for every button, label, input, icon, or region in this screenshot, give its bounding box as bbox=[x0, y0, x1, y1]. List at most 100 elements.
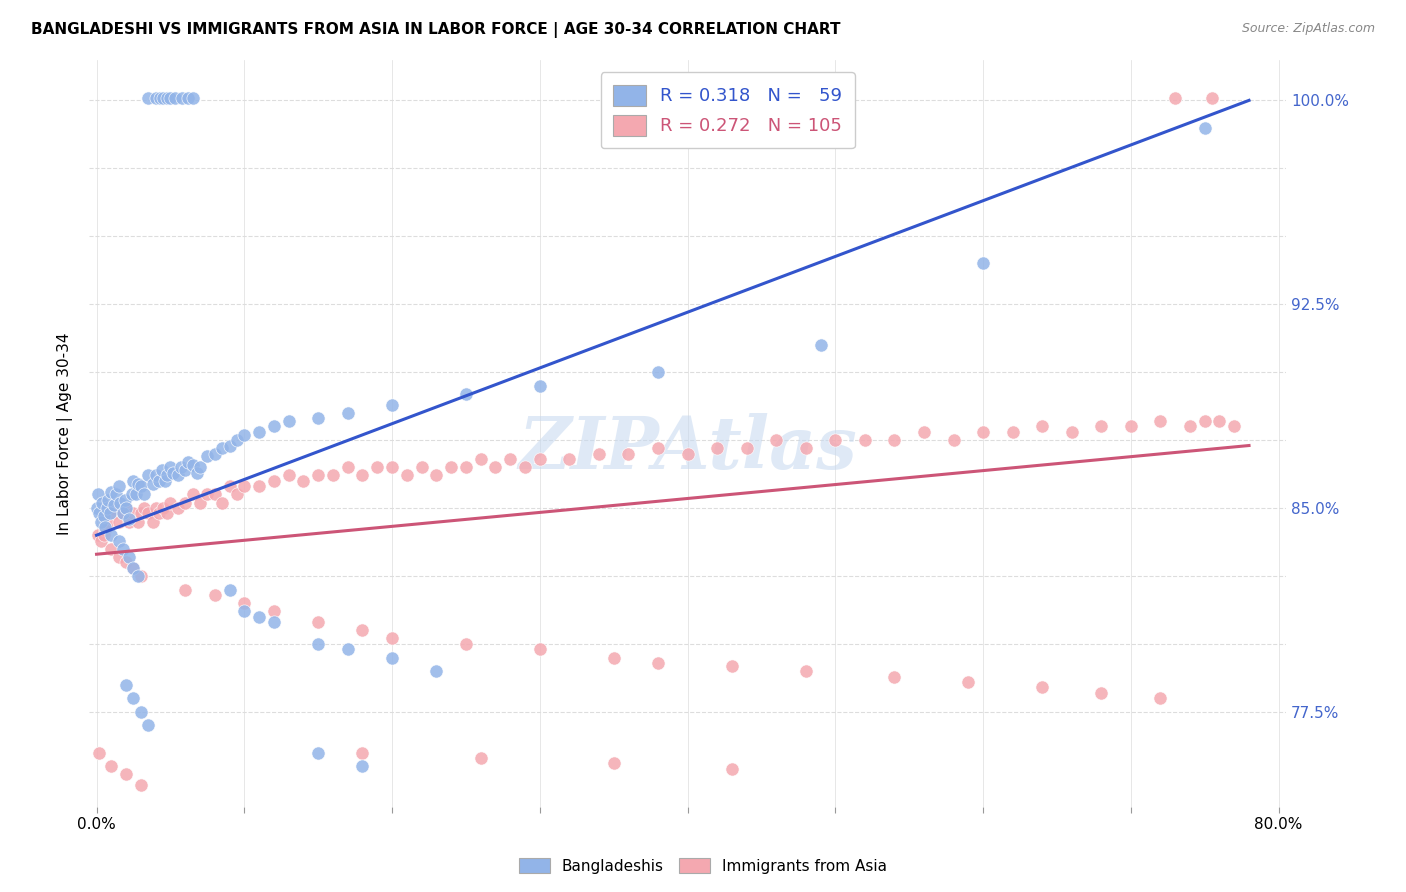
Text: ZIPAtlas: ZIPAtlas bbox=[519, 413, 856, 483]
Point bbox=[115, 678, 138, 692]
Point bbox=[129, 569, 152, 583]
Text: Source: ZipAtlas.com: Source: ZipAtlas.com bbox=[1241, 22, 1375, 36]
Point bbox=[912, 425, 935, 439]
Point bbox=[125, 487, 148, 501]
Point bbox=[602, 756, 624, 771]
Point bbox=[118, 512, 141, 526]
Point bbox=[87, 487, 110, 501]
Y-axis label: In Labor Force | Age 30-34: In Labor Force | Age 30-34 bbox=[58, 332, 73, 534]
Point bbox=[156, 507, 179, 521]
Point bbox=[94, 520, 117, 534]
Point bbox=[454, 387, 477, 401]
Point bbox=[89, 507, 111, 521]
Point bbox=[188, 460, 211, 475]
Point bbox=[307, 468, 329, 483]
Point bbox=[122, 474, 145, 488]
Point bbox=[972, 425, 994, 439]
Point bbox=[100, 541, 122, 556]
Point bbox=[558, 452, 581, 467]
Point bbox=[794, 664, 817, 678]
Point bbox=[152, 501, 174, 516]
Point bbox=[122, 507, 145, 521]
Point bbox=[107, 479, 129, 493]
Point bbox=[163, 90, 186, 104]
Point bbox=[121, 487, 143, 501]
Point bbox=[263, 615, 285, 630]
Point bbox=[93, 509, 115, 524]
Point bbox=[86, 501, 108, 516]
Point bbox=[1208, 414, 1230, 428]
Point bbox=[127, 515, 149, 529]
Point bbox=[118, 549, 141, 564]
Point bbox=[277, 414, 299, 428]
Point bbox=[100, 501, 122, 516]
Point bbox=[765, 433, 787, 447]
Point bbox=[132, 501, 155, 516]
Point bbox=[794, 442, 817, 456]
Point bbox=[145, 501, 167, 516]
Point bbox=[159, 460, 181, 475]
Point bbox=[204, 588, 226, 602]
Point bbox=[118, 515, 141, 529]
Point bbox=[617, 447, 640, 461]
Point bbox=[156, 468, 179, 483]
Point bbox=[1119, 419, 1142, 434]
Point bbox=[470, 452, 492, 467]
Point bbox=[307, 746, 329, 760]
Point bbox=[366, 460, 388, 475]
Point bbox=[211, 442, 233, 456]
Point bbox=[824, 433, 846, 447]
Point bbox=[810, 338, 832, 352]
Point bbox=[602, 650, 624, 665]
Point bbox=[195, 487, 218, 501]
Point bbox=[1090, 686, 1112, 700]
Point bbox=[93, 507, 115, 521]
Point bbox=[181, 487, 204, 501]
Point bbox=[247, 609, 270, 624]
Point bbox=[1194, 414, 1216, 428]
Point bbox=[152, 90, 174, 104]
Point bbox=[89, 746, 111, 760]
Point bbox=[735, 442, 758, 456]
Point bbox=[1090, 419, 1112, 434]
Point bbox=[162, 466, 184, 480]
Point bbox=[188, 495, 211, 509]
Point bbox=[136, 507, 159, 521]
Point bbox=[97, 515, 120, 529]
Point bbox=[721, 658, 744, 673]
Point bbox=[292, 474, 315, 488]
Point bbox=[174, 463, 197, 477]
Point bbox=[145, 90, 167, 104]
Point bbox=[103, 498, 125, 512]
Point bbox=[499, 452, 522, 467]
Point bbox=[676, 447, 699, 461]
Point bbox=[721, 762, 744, 776]
Point bbox=[107, 515, 129, 529]
Point bbox=[381, 650, 404, 665]
Point bbox=[454, 460, 477, 475]
Point bbox=[108, 495, 131, 509]
Point bbox=[122, 561, 145, 575]
Point bbox=[647, 365, 669, 379]
Point bbox=[322, 468, 344, 483]
Point bbox=[1031, 419, 1053, 434]
Point bbox=[647, 656, 669, 670]
Point bbox=[148, 474, 170, 488]
Point bbox=[853, 433, 876, 447]
Point bbox=[142, 515, 165, 529]
Point bbox=[1060, 425, 1083, 439]
Point bbox=[174, 495, 197, 509]
Point bbox=[307, 615, 329, 630]
Point bbox=[706, 442, 728, 456]
Point bbox=[136, 90, 159, 104]
Point bbox=[90, 515, 112, 529]
Text: BANGLADESHI VS IMMIGRANTS FROM ASIA IN LABOR FORCE | AGE 30-34 CORRELATION CHART: BANGLADESHI VS IMMIGRANTS FROM ASIA IN L… bbox=[31, 22, 841, 38]
Point bbox=[127, 476, 149, 491]
Point bbox=[115, 555, 138, 569]
Legend: Bangladeshis, Immigrants from Asia: Bangladeshis, Immigrants from Asia bbox=[513, 852, 893, 880]
Point bbox=[177, 455, 200, 469]
Point bbox=[352, 746, 374, 760]
Point bbox=[647, 442, 669, 456]
Point bbox=[104, 487, 127, 501]
Point bbox=[218, 438, 240, 452]
